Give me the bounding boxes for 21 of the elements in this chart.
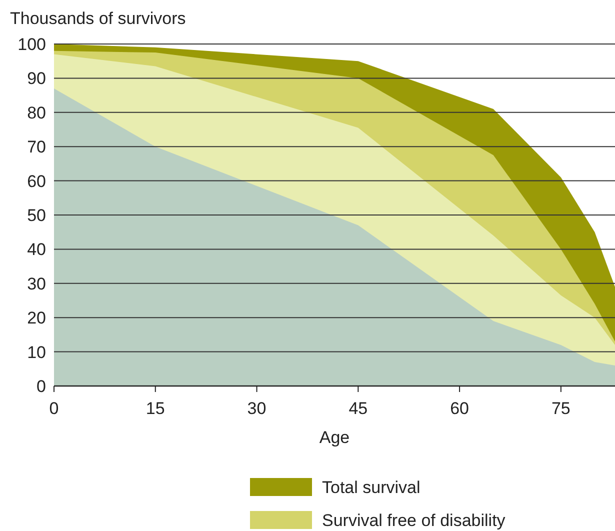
y-tick-label: 30 bbox=[27, 274, 46, 294]
y-tick-label: 60 bbox=[27, 172, 46, 191]
legend-label: Total survival bbox=[322, 478, 420, 497]
y-tick-label: 50 bbox=[27, 206, 46, 225]
y-tick-label: 80 bbox=[27, 103, 46, 122]
y-axis-title: Thousands of survivors bbox=[10, 9, 186, 28]
x-tick-label: 75 bbox=[551, 399, 570, 418]
x-axis-title: Age bbox=[319, 428, 350, 447]
y-tick-label: 40 bbox=[27, 240, 46, 260]
x-tick-label: 60 bbox=[450, 399, 470, 418]
x-tick-label: 15 bbox=[146, 399, 165, 418]
x-tick-label: 0 bbox=[49, 399, 59, 418]
y-tick-label: 100 bbox=[18, 35, 46, 54]
y-tick-label: 10 bbox=[27, 342, 46, 362]
y-tick-label: 90 bbox=[27, 69, 46, 88]
x-tick-label: 45 bbox=[348, 399, 368, 418]
y-tick-label: 70 bbox=[27, 138, 46, 157]
y-tick-label: 0 bbox=[36, 377, 46, 396]
y-tick-label: 20 bbox=[27, 308, 46, 328]
x-tick-label: 30 bbox=[247, 399, 266, 418]
legend-label: Survival free of disability bbox=[322, 511, 506, 530]
